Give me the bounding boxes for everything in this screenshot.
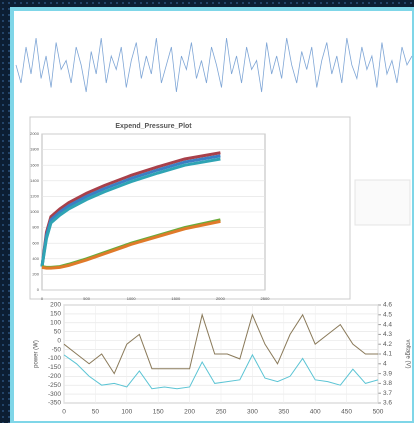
y-tick-label: 50 <box>54 328 62 335</box>
y-tick-label: -150 <box>48 364 61 371</box>
x-tick-label: 250 <box>216 409 227 416</box>
y2-tick-label: 4.4 <box>383 321 392 328</box>
x-tick-label: 500 <box>83 296 90 301</box>
y2-tick-label: 3.7 <box>383 390 392 397</box>
waveform <box>15 37 413 93</box>
y-axis-label: power (W) <box>34 340 40 368</box>
y-tick-label: 200 <box>50 302 61 309</box>
x-tick-label: 2500 <box>261 296 271 301</box>
y2-tick-label: 4.2 <box>383 341 392 348</box>
y2-tick-label: 3.6 <box>383 400 392 407</box>
x-tick-label: 300 <box>247 409 258 416</box>
y-tick-label: -50 <box>52 346 62 353</box>
y2-tick-label: 4.5 <box>383 312 392 319</box>
y2-axis-label: voltage (V) <box>404 339 410 368</box>
chart-title: Expend_Pressure_Plot <box>115 123 192 130</box>
y2-tick-label: 4 <box>383 361 387 368</box>
y-tick-label: 200 <box>32 271 39 276</box>
y-tick-label: 1600 <box>30 162 40 167</box>
series-line <box>41 219 221 270</box>
y-tick-label: -200 <box>48 373 61 380</box>
x-tick-label: 1000 <box>127 296 137 301</box>
x-tick-label: 150 <box>153 409 164 416</box>
y2-tick-label: 3.8 <box>383 380 392 387</box>
y-tick-label: -250 <box>48 382 61 389</box>
x-tick-label: 500 <box>373 409 384 416</box>
y-tick-label: 1400 <box>30 178 40 183</box>
x-tick-label: 100 <box>121 409 132 416</box>
x-tick-label: 350 <box>278 409 289 416</box>
y-tick-label: 1800 <box>30 147 40 152</box>
y-tick-label: 600 <box>32 240 39 245</box>
x-tick-label: 0 <box>41 296 44 301</box>
series-line <box>63 353 379 390</box>
y-tick-label: 0 <box>37 287 40 292</box>
series-line <box>40 157 221 267</box>
y-tick-label: -300 <box>48 391 61 398</box>
y-tick-label: 400 <box>32 256 39 261</box>
y2-tick-label: 3.9 <box>383 370 392 377</box>
x-tick-label: 200 <box>184 409 195 416</box>
series-line <box>63 312 378 375</box>
x-tick-label: 400 <box>310 409 321 416</box>
x-tick-label: 2000 <box>216 296 226 301</box>
y2-tick-label: 4.6 <box>383 302 392 309</box>
y-tick-label: 0 <box>57 337 61 344</box>
pressure-frame <box>29 116 351 300</box>
y-tick-label: 100 <box>50 320 61 327</box>
x-tick-label: 450 <box>341 409 352 416</box>
y-tick-label: -350 <box>48 400 61 407</box>
y-tick-label: 2000 <box>30 131 40 136</box>
y-tick-label: 1200 <box>30 193 40 198</box>
x-tick-label: 50 <box>92 409 100 416</box>
y-tick-label: 150 <box>50 311 61 318</box>
y2-tick-label: 4.1 <box>383 351 392 358</box>
x-tick-label: 1500 <box>171 296 181 301</box>
y-tick-label: 800 <box>32 225 39 230</box>
y-tick-label: 1000 <box>30 209 40 214</box>
side-note <box>354 179 411 226</box>
y2-tick-label: 4.3 <box>383 331 392 338</box>
x-tick-label: 0 <box>62 409 66 416</box>
y-tick-label: -100 <box>48 355 61 362</box>
